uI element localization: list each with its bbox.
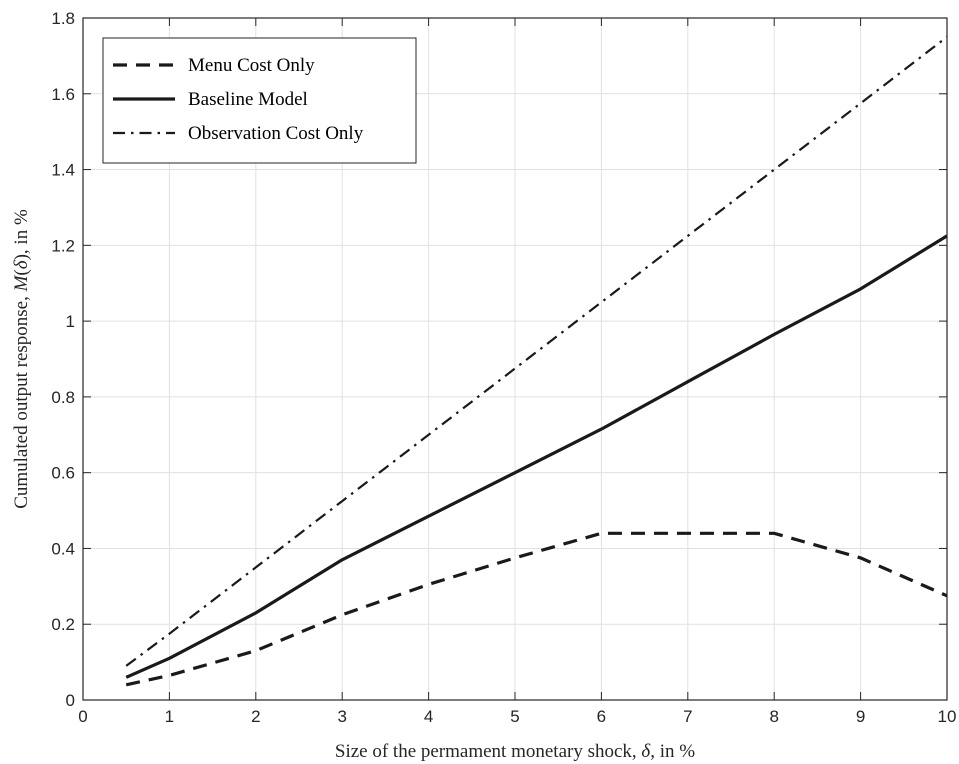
series-layer — [125, 36, 948, 687]
y-axis-label: Cumulated output response, M(δ), in % — [11, 209, 32, 509]
y-tick-label: 0.4 — [51, 539, 75, 558]
legend: Menu Cost Only Baseline Model Observation … — [102, 37, 417, 164]
y-tick-label: 1.6 — [51, 85, 75, 104]
x-tick-label: 5 — [510, 707, 519, 726]
legend-label-baseline-model: Baseline Model — [188, 89, 308, 110]
x-tick-label: 10 — [938, 707, 957, 726]
x-tick-label: 1 — [165, 707, 174, 726]
x-tick-label: 4 — [424, 707, 433, 726]
x-tick-label: 0 — [78, 707, 87, 726]
series-line-menu-cost-only — [125, 531, 948, 687]
x-tick-label: 6 — [597, 707, 606, 726]
y-tick-label: 1.4 — [51, 161, 75, 180]
y-tick-label: 0 — [66, 691, 75, 710]
legend-label-menu-cost-only: Menu Cost Only — [188, 55, 315, 76]
legend-label-observation-cost-only: Observation Cost Only — [188, 123, 364, 144]
x-tick-label: 3 — [337, 707, 346, 726]
x-tick-label: 8 — [769, 707, 778, 726]
axis-ticks: 0 1 2 3 4 5 6 7 8 9 10 0 0.2 0.4 0.6 0.8 1 1.2 1.4 1.6 1.8 — [51, 9, 956, 726]
y-tick-label: 1.8 — [51, 9, 75, 28]
y-tick-label: 0.2 — [51, 615, 75, 634]
x-tick-label: 9 — [856, 707, 865, 726]
y-tick-label: 0.6 — [51, 464, 75, 483]
x-axis-label: Size of the permament monetary shock, δ,… — [335, 741, 695, 762]
y-tick-label: 0.8 — [51, 388, 75, 407]
y-tick-label: 1.2 — [51, 236, 75, 255]
series-line-baseline-model — [125, 234, 948, 679]
series-line-observation-cost-only — [125, 36, 948, 667]
x-tick-label: 2 — [251, 707, 260, 726]
y-tick-label: 1 — [66, 312, 75, 331]
x-tick-label: 7 — [683, 707, 692, 726]
